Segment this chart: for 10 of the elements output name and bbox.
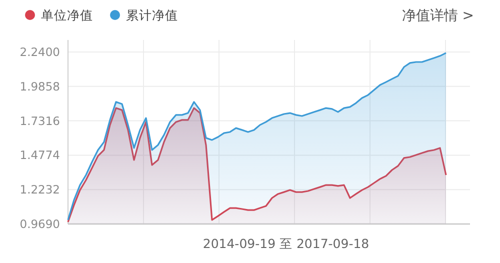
y-tick-label: 1.2232 (20, 182, 60, 197)
y-tick-label: 1.4774 (20, 148, 60, 162)
x-axis-title: 2014-09-19 至 2017-09-18 (202, 236, 370, 251)
y-tick-label: 1.7316 (20, 114, 60, 128)
legend-label: 单位净值 (41, 8, 93, 22)
y-tick-label: 1.9858 (20, 79, 60, 94)
y-tick-label: 0.9690 (20, 217, 60, 231)
legend-label: 累计净值 (126, 8, 178, 22)
y-tick-label: 2.2400 (20, 45, 60, 59)
text: 净值详情 > (402, 8, 474, 24)
